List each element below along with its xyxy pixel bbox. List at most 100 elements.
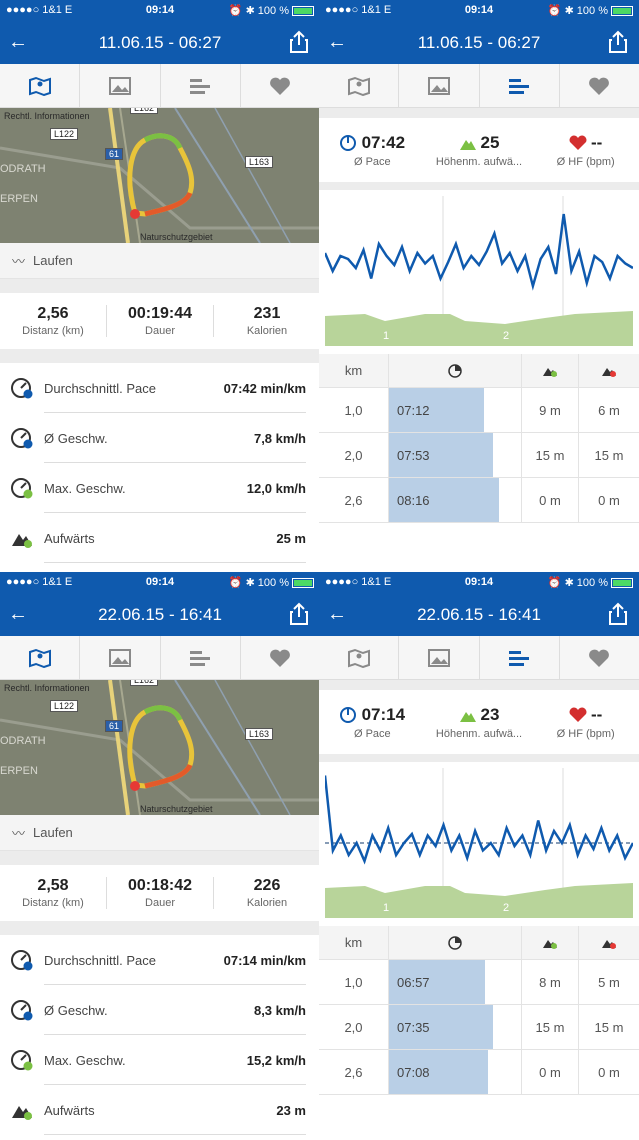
bars-icon (509, 78, 530, 94)
ascent-icon (12, 1106, 32, 1120)
detail-value: 07:14 min/km (223, 952, 306, 968)
tab-favorite[interactable] (241, 636, 320, 679)
section-divider (0, 349, 320, 363)
status-bar: ●●●●○ 1&1 E 09:14 ⏰ ✱ 100 % (319, 572, 639, 594)
header-up (522, 354, 579, 387)
heart-icon (270, 649, 291, 667)
tab-photos[interactable] (399, 64, 480, 107)
summary-screen: ●●●●○ 1&1 E 09:14 ⏰ ✱ 100 % ← 22.06.15 -… (0, 572, 320, 1140)
detail-row: Aufwärts 25 m (0, 513, 320, 563)
share-icon[interactable] (288, 602, 310, 626)
legal-info-link[interactable]: Rechtl. Informationen (4, 683, 90, 693)
back-arrow-icon[interactable]: ← (327, 603, 347, 625)
battery-label: 100 % (576, 4, 608, 17)
split-km: 2,0 (319, 433, 389, 477)
activity-type-row[interactable]: 〰 Laufen (0, 815, 320, 851)
split-km: 2,0 (319, 1005, 389, 1049)
summary-label: Dauer (145, 325, 175, 337)
route-map[interactable]: Rechtl. Informationen L122 61 L163 ODRAT… (0, 108, 320, 243)
tab-bar (319, 636, 639, 680)
tab-map[interactable] (319, 636, 400, 679)
metric-value: 23 (480, 704, 500, 724)
legal-info-link[interactable]: Rechtl. Informationen (4, 111, 90, 121)
status-time: 09:14 (145, 576, 175, 588)
split-up: 0 m (522, 1050, 579, 1094)
pace-icon (11, 378, 33, 399)
summary-label: Distanz (km) (22, 897, 84, 909)
back-arrow-icon[interactable]: ← (327, 31, 347, 53)
metric-value: 25 (480, 132, 500, 152)
tab-stats[interactable] (161, 64, 241, 107)
metric-cell: -- Ø HF (bpm) (532, 133, 639, 168)
tab-favorite[interactable] (560, 64, 639, 107)
tab-stats[interactable] (480, 636, 560, 679)
detail-row: Aufwärts 23 m (0, 1085, 320, 1135)
running-icon: 〰 (12, 826, 26, 841)
share-icon[interactable] (288, 30, 310, 54)
split-down: 15 m (594, 447, 624, 463)
split-pace-cell: 07:08 (389, 1050, 522, 1094)
alarm-icon: ⏰ (547, 577, 562, 589)
share-icon[interactable] (607, 30, 629, 54)
battery-label: 100 % (257, 4, 289, 17)
road-label: L163 (245, 728, 274, 740)
split-pace-cell: 06:57 (389, 960, 522, 1004)
metric-cell: 25 Höhenm. aufwä... (426, 133, 533, 168)
map-icon (28, 76, 51, 96)
activity-type-row[interactable]: 〰 Laufen (0, 243, 320, 279)
status-time: 09:14 (145, 4, 175, 16)
battery-indicator: ⏰ ✱ 100 % (229, 4, 314, 17)
speed-icon (11, 428, 33, 449)
road-label: L122 (50, 128, 79, 140)
metric-label: Höhenm. aufwä... (435, 727, 523, 740)
header-km: km (319, 926, 389, 959)
pace-icon (339, 134, 356, 151)
pace-icon (448, 935, 462, 950)
split-km: 1,0 (319, 388, 389, 432)
tab-photos[interactable] (399, 636, 480, 679)
tab-favorite[interactable] (560, 636, 639, 679)
map-icon (347, 76, 370, 96)
summary-value: 00:19:44 (127, 305, 193, 322)
route-map[interactable]: Rechtl. Informationen L122 61 L163 ODRAT… (0, 680, 320, 815)
ascent-icon (459, 711, 476, 722)
share-icon[interactable] (607, 602, 629, 626)
back-arrow-icon[interactable]: ← (8, 603, 28, 625)
battery-label: 100 % (576, 576, 608, 589)
back-arrow-icon[interactable]: ← (8, 31, 28, 53)
page-title: 11.06.15 - 06:27 (417, 33, 541, 52)
summary-cell: 2,56 Distanz (km) (0, 305, 107, 337)
km-marker-label: 2 (503, 902, 509, 914)
split-up: 15 m (522, 433, 579, 477)
activity-type: Laufen (33, 253, 73, 268)
detail-value: 25 m (276, 530, 306, 546)
nav-bar: ← 11.06.15 - 06:27 (319, 22, 639, 64)
split-down: 15 m (594, 1019, 624, 1035)
tab-map[interactable] (319, 64, 400, 107)
summary-row: 2,56 Distanz (km) 00:19:44 Dauer 231 Kalorien (0, 293, 320, 349)
tab-stats[interactable] (480, 64, 560, 107)
pace-bar (389, 960, 486, 1004)
ascent-icon (543, 367, 557, 377)
summary-screen: ●●●●○ 1&1 E 09:14 ⏰ ✱ 100 % ← 11.06.15 -… (0, 0, 320, 568)
tab-map[interactable] (0, 64, 81, 107)
summary-cell: 00:19:44 Dauer (107, 305, 214, 337)
ascent-icon (543, 939, 557, 949)
status-time: 09:14 (464, 4, 494, 16)
tab-stats[interactable] (161, 636, 241, 679)
table-row: 2,0 07:35 15 m 15 m (319, 1005, 639, 1050)
nav-bar: ← 22.06.15 - 16:41 (319, 594, 639, 636)
tab-photos[interactable] (80, 64, 161, 107)
split-up: 15 m (522, 1005, 579, 1049)
place-label: Naturschutzgebiet (140, 232, 213, 242)
tab-map[interactable] (0, 636, 81, 679)
alarm-icon: ⏰ (228, 5, 243, 17)
road-label: L122 (50, 700, 79, 712)
status-bar: ●●●●○ 1&1 E 09:14 ⏰ ✱ 100 % (0, 0, 320, 22)
tab-favorite[interactable] (241, 64, 320, 107)
table-row: 1,0 06:57 8 m 5 m (319, 960, 639, 1005)
tab-photos[interactable] (80, 636, 161, 679)
pace-icon (448, 363, 462, 378)
